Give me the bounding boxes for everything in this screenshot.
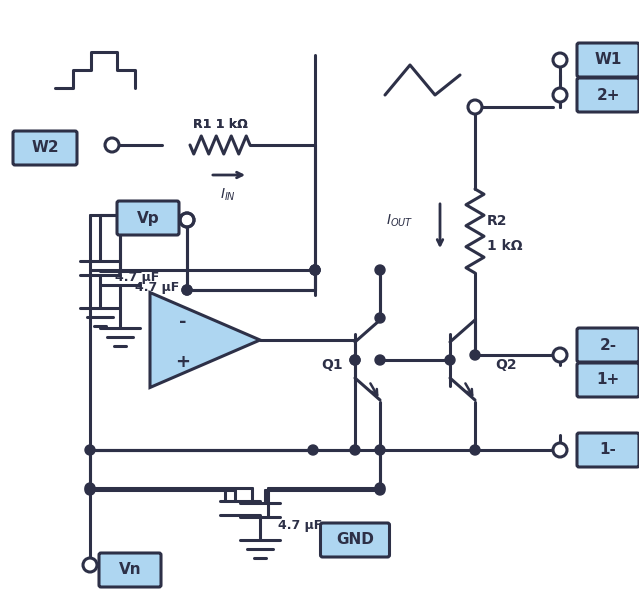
Circle shape <box>85 445 95 455</box>
Circle shape <box>375 355 385 365</box>
Circle shape <box>553 348 567 362</box>
Circle shape <box>182 285 192 295</box>
FancyBboxPatch shape <box>13 131 77 165</box>
Text: 1-: 1- <box>599 442 617 457</box>
Text: Q2: Q2 <box>495 358 516 372</box>
Circle shape <box>350 445 360 455</box>
Text: 2-: 2- <box>599 337 617 352</box>
Circle shape <box>445 355 455 365</box>
Circle shape <box>375 485 385 495</box>
Circle shape <box>470 445 480 455</box>
Text: GND: GND <box>336 533 374 547</box>
Text: 2+: 2+ <box>596 88 620 103</box>
Circle shape <box>180 213 194 227</box>
Circle shape <box>310 265 320 275</box>
Text: 1 kΩ: 1 kΩ <box>487 239 523 253</box>
Text: -: - <box>180 313 187 331</box>
Text: R1 1 kΩ: R1 1 kΩ <box>192 118 247 131</box>
FancyBboxPatch shape <box>577 433 639 467</box>
Circle shape <box>350 355 360 365</box>
Circle shape <box>182 285 192 295</box>
Circle shape <box>375 483 385 493</box>
FancyBboxPatch shape <box>577 363 639 397</box>
Text: R2: R2 <box>487 214 507 228</box>
Circle shape <box>105 138 119 152</box>
Circle shape <box>553 53 567 67</box>
FancyBboxPatch shape <box>577 328 639 362</box>
Polygon shape <box>150 293 260 387</box>
Circle shape <box>375 445 385 455</box>
Text: Vn: Vn <box>119 562 141 577</box>
Text: Vp: Vp <box>137 211 159 226</box>
Circle shape <box>85 485 95 495</box>
Text: R1 1 kΩ: R1 1 kΩ <box>192 118 247 131</box>
Circle shape <box>553 443 567 457</box>
Circle shape <box>308 445 318 455</box>
Circle shape <box>83 558 97 572</box>
Circle shape <box>180 213 194 227</box>
Text: W2: W2 <box>31 140 59 155</box>
Circle shape <box>85 483 95 493</box>
Circle shape <box>375 265 385 275</box>
Text: +: + <box>176 353 190 371</box>
FancyBboxPatch shape <box>321 523 390 557</box>
Text: W1: W1 <box>594 53 622 67</box>
Text: 4.7 μF: 4.7 μF <box>135 282 180 294</box>
Text: 1+: 1+ <box>596 373 620 387</box>
FancyBboxPatch shape <box>577 43 639 77</box>
FancyBboxPatch shape <box>99 553 161 587</box>
Circle shape <box>470 350 480 360</box>
Circle shape <box>553 88 567 102</box>
Text: 4.7 μF: 4.7 μF <box>115 272 159 285</box>
Circle shape <box>350 355 360 365</box>
Circle shape <box>468 100 482 114</box>
Text: $I_{IN}$: $I_{IN}$ <box>220 187 236 203</box>
FancyBboxPatch shape <box>577 78 639 112</box>
Text: Q1: Q1 <box>321 358 343 372</box>
Text: $I_{OUT}$: $I_{OUT}$ <box>387 213 413 229</box>
Text: 4.7 μF: 4.7 μF <box>278 519 322 531</box>
FancyBboxPatch shape <box>117 201 179 235</box>
Circle shape <box>310 265 320 275</box>
Circle shape <box>375 313 385 323</box>
Circle shape <box>310 265 320 275</box>
